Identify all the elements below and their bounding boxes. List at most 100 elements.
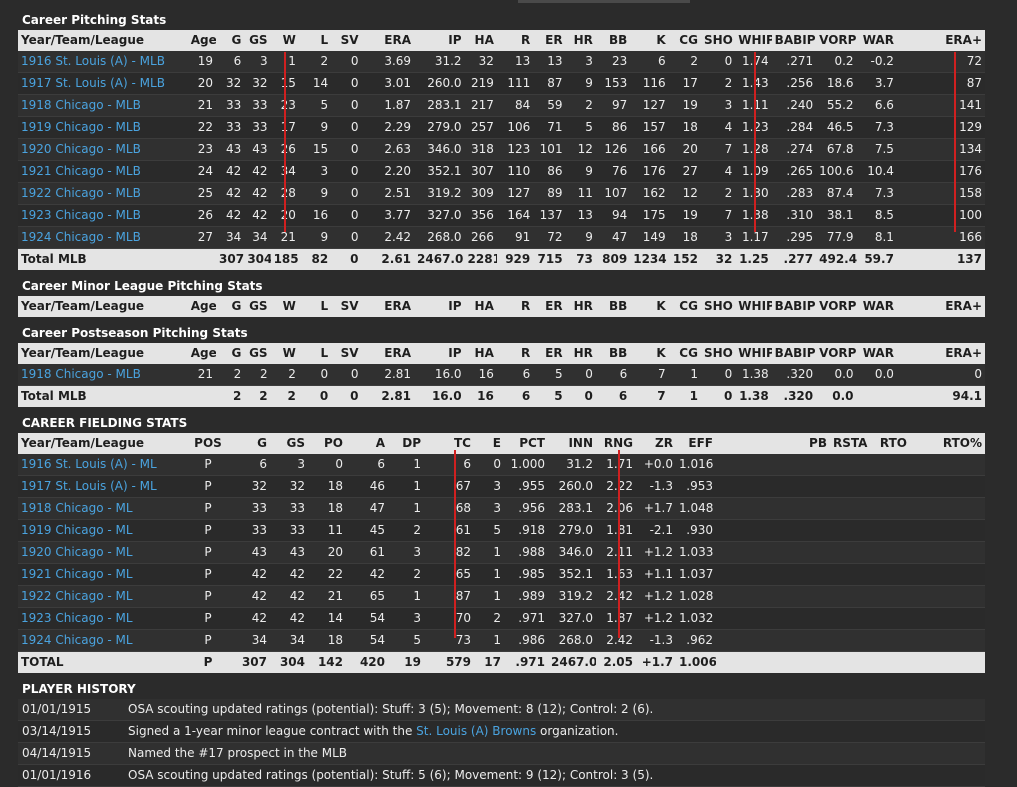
pitching-header-whip[interactable]: WHIP: [735, 30, 772, 51]
postseason-header-g[interactable]: G: [216, 343, 245, 364]
fielding-team-link[interactable]: 1922 Chicago - ML: [21, 589, 133, 603]
fielding-header-zr[interactable]: ZR: [636, 433, 676, 454]
minor-header-w[interactable]: W: [270, 296, 299, 317]
pitching-team-link[interactable]: 1921 Chicago - MLB: [21, 164, 141, 178]
postseason-header-vorp[interactable]: VORP: [816, 343, 857, 364]
pitching-header-w[interactable]: W: [270, 30, 299, 51]
fielding-header-tc[interactable]: TC: [424, 433, 474, 454]
minor-header-gs[interactable]: GS: [244, 296, 271, 317]
pitching-header-age[interactable]: Age: [187, 30, 217, 51]
postseason-team-link[interactable]: 1918 Chicago - MLB: [21, 367, 141, 381]
postseason-header-bb[interactable]: BB: [595, 343, 631, 364]
minor-header-cg[interactable]: CG: [668, 296, 701, 317]
postseason-header-sv[interactable]: SV: [331, 343, 362, 364]
minor-header-war[interactable]: WAR: [856, 296, 897, 317]
pitching-header-babip[interactable]: BABIP: [771, 30, 817, 51]
pitching-team-link[interactable]: 1922 Chicago - MLB: [21, 186, 141, 200]
pitching-header-sho[interactable]: SHO: [700, 30, 736, 51]
pitching-header-era[interactable]: ERA+: [896, 30, 985, 51]
fielding-header-g[interactable]: G: [230, 433, 270, 454]
pitching-team-link[interactable]: 1918 Chicago - MLB: [21, 98, 141, 112]
fielding-header-e[interactable]: E: [474, 433, 504, 454]
minor-header-era[interactable]: ERA+: [896, 296, 985, 317]
fielding-header-gs[interactable]: GS: [270, 433, 308, 454]
minor-header-r[interactable]: R: [496, 296, 534, 317]
postseason-header-era[interactable]: ERA+: [896, 343, 985, 364]
minor-header-sho[interactable]: SHO: [700, 296, 736, 317]
fielding-team-link[interactable]: 1920 Chicago - ML: [21, 545, 133, 559]
pitching-team-link[interactable]: 1916 St. Louis (A) - MLB: [21, 54, 165, 68]
minor-header-ha[interactable]: HA: [464, 296, 497, 317]
fielding-team-link[interactable]: 1918 Chicago - ML: [21, 501, 133, 515]
pitching-header-ha[interactable]: HA: [464, 30, 497, 51]
fielding-header-a[interactable]: A: [346, 433, 388, 454]
postseason-header-gs[interactable]: GS: [244, 343, 271, 364]
minor-header-age[interactable]: Age: [187, 296, 217, 317]
pitching-header-war[interactable]: WAR: [856, 30, 897, 51]
pitching-header-k[interactable]: K: [630, 30, 669, 51]
pitching-header-vorp[interactable]: VORP: [816, 30, 857, 51]
fielding-header-po[interactable]: PO: [308, 433, 346, 454]
postseason-header-hr[interactable]: HR: [565, 343, 596, 364]
postseason-header-ip[interactable]: IP: [414, 343, 465, 364]
fielding-header-inn[interactable]: INN: [548, 433, 596, 454]
postseason-header-whip[interactable]: WHIP: [735, 343, 772, 364]
pitching-header-era[interactable]: ERA: [361, 30, 415, 51]
pitching-team-link[interactable]: 1919 Chicago - MLB: [21, 120, 141, 134]
minor-header-ip[interactable]: IP: [414, 296, 465, 317]
pitching-header-hr[interactable]: HR: [565, 30, 596, 51]
minor-header-g[interactable]: G: [216, 296, 245, 317]
fielding-team-link[interactable]: 1923 Chicago - ML: [21, 611, 133, 625]
postseason-header-war[interactable]: WAR: [856, 343, 897, 364]
fielding-header-pct[interactable]: PCT: [504, 433, 548, 454]
history-team-link[interactable]: St. Louis (A) Browns: [416, 724, 537, 738]
postseason-header-age[interactable]: Age: [187, 343, 217, 364]
fielding-header-eff[interactable]: EFF: [676, 433, 716, 454]
minor-header-bb[interactable]: BB: [595, 296, 631, 317]
minor-header-babip[interactable]: BABIP: [771, 296, 817, 317]
pitching-team-link[interactable]: 1924 Chicago - MLB: [21, 230, 141, 244]
fielding-header-pos[interactable]: POS: [186, 433, 230, 454]
pitching-team-link[interactable]: 1923 Chicago - MLB: [21, 208, 141, 222]
fielding-team-link[interactable]: 1916 St. Louis (A) - ML: [21, 457, 157, 471]
pitching-team-link[interactable]: 1920 Chicago - MLB: [21, 142, 141, 156]
fielding-team-link[interactable]: 1917 St. Louis (A) - ML: [21, 479, 157, 493]
postseason-header-r[interactable]: R: [496, 343, 534, 364]
fielding-header-rto[interactable]: RTO: [870, 433, 910, 454]
minor-header-er[interactable]: ER: [533, 296, 566, 317]
pitching-header-g[interactable]: G: [216, 30, 245, 51]
pitching-header-cg[interactable]: CG: [668, 30, 701, 51]
postseason-header-k[interactable]: K: [630, 343, 669, 364]
pitching-header-l[interactable]: L: [298, 30, 332, 51]
postseason-header-year-team-league[interactable]: Year/Team/League: [18, 343, 188, 364]
fielding-header-rsta[interactable]: RSTA: [830, 433, 870, 454]
postseason-header-cg[interactable]: CG: [668, 343, 701, 364]
fielding-team-link[interactable]: 1924 Chicago - ML: [21, 633, 133, 647]
minor-header-era[interactable]: ERA: [361, 296, 415, 317]
minor-header-l[interactable]: L: [298, 296, 332, 317]
postseason-header-sho[interactable]: SHO: [700, 343, 736, 364]
pitching-header-sv[interactable]: SV: [331, 30, 362, 51]
fielding-team-link[interactable]: 1919 Chicago - ML: [21, 523, 133, 537]
pitching-header-year-team-league[interactable]: Year/Team/League: [18, 30, 188, 51]
fielding-header-rto[interactable]: RTO%: [910, 433, 985, 454]
pitching-header-er[interactable]: ER: [533, 30, 566, 51]
postseason-header-er[interactable]: ER: [533, 343, 566, 364]
pitching-header-gs[interactable]: GS: [244, 30, 271, 51]
postseason-header-l[interactable]: L: [298, 343, 332, 364]
postseason-header-babip[interactable]: BABIP: [771, 343, 817, 364]
pitching-header-bb[interactable]: BB: [595, 30, 631, 51]
fielding-header-pb[interactable]: PB: [792, 433, 830, 454]
fielding-header-year-team-league[interactable]: Year/Team/League: [18, 433, 186, 454]
postseason-header-ha[interactable]: HA: [464, 343, 497, 364]
pitching-header-r[interactable]: R: [496, 30, 534, 51]
postseason-header-w[interactable]: W: [270, 343, 299, 364]
minor-header-whip[interactable]: WHIP: [735, 296, 772, 317]
minor-header-hr[interactable]: HR: [565, 296, 596, 317]
pitching-team-link[interactable]: 1917 St. Louis (A) - MLB: [21, 76, 165, 90]
minor-header-k[interactable]: K: [630, 296, 669, 317]
fielding-header-dp[interactable]: DP: [388, 433, 424, 454]
fielding-header-rng[interactable]: RNG: [596, 433, 636, 454]
postseason-header-era[interactable]: ERA: [361, 343, 415, 364]
fielding-team-link[interactable]: 1921 Chicago - ML: [21, 567, 133, 581]
